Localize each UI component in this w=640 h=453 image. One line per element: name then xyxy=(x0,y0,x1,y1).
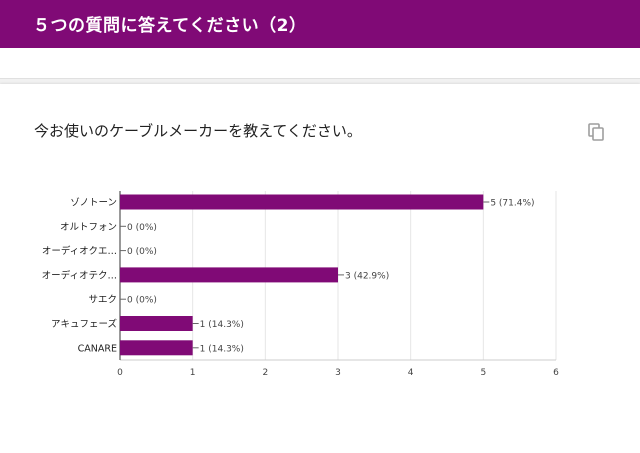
copy-icon[interactable] xyxy=(588,123,604,141)
category-label: オーディオクエ… xyxy=(42,245,117,257)
x-tick-label: 4 xyxy=(408,368,414,378)
x-tick-label: 1 xyxy=(190,368,196,378)
page-title: ５つの質問に答えてください（2） xyxy=(33,16,307,36)
question-text: 今お使いのケーブルメーカーを教えてください。 xyxy=(34,122,362,140)
category-label: アキュフェーズ xyxy=(51,318,118,330)
bar-chart: 0 1 2 3 4 5 6 ゾノトーン 5 (71.4%) オルトフォン 0 (0%) オーディオクエ… xyxy=(42,191,559,378)
x-tick-label: 5 xyxy=(480,368,486,378)
category-label: オーディオテク… xyxy=(42,269,117,281)
x-tick-label: 6 xyxy=(553,368,559,378)
category-label: CANARE xyxy=(78,343,117,354)
x-tick-label: 0 xyxy=(117,368,123,378)
x-tick-label: 2 xyxy=(262,368,268,378)
category-label: オルトフォン xyxy=(60,222,117,233)
data-label: 0 (0%) xyxy=(127,247,157,257)
bar xyxy=(120,267,338,283)
bar xyxy=(120,340,193,356)
x-tick-label: 3 xyxy=(335,368,341,378)
data-label: 1 (14.3%) xyxy=(200,344,244,354)
question-card: 今お使いのケーブルメーカーを教えてください。 0 1 2 3 4 5 6 ゾノトーン 5 (71… xyxy=(0,84,640,453)
section-band xyxy=(0,48,640,79)
data-label: 0 (0%) xyxy=(127,296,157,306)
bar xyxy=(120,316,193,331)
category-label: サエク xyxy=(88,295,117,306)
data-label: 5 (71.4%) xyxy=(490,199,534,209)
header-bar: ５つの質問に答えてください（2） xyxy=(0,0,640,48)
data-label: 1 (14.3%) xyxy=(200,320,244,330)
data-label: 3 (42.9%) xyxy=(345,271,389,281)
category-label: ゾノトーン xyxy=(70,198,117,209)
bar xyxy=(120,194,484,210)
data-label: 0 (0%) xyxy=(127,223,157,233)
